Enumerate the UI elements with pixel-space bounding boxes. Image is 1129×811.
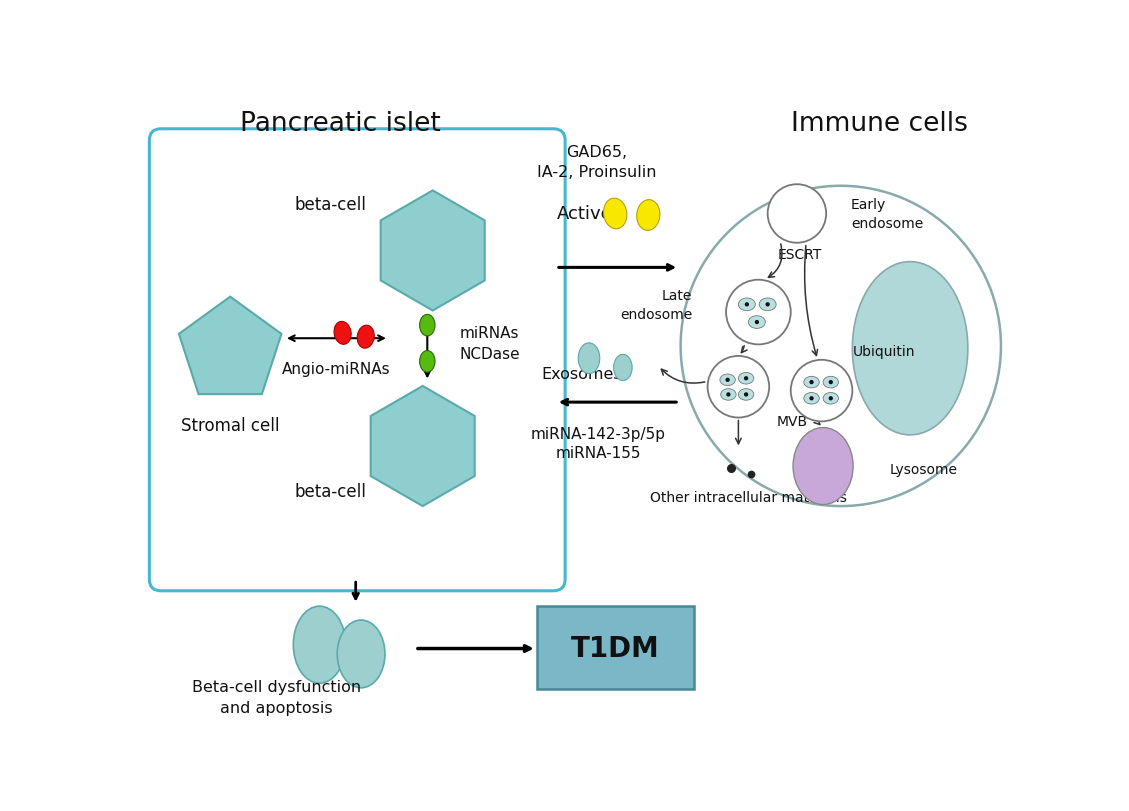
Ellipse shape — [793, 428, 854, 505]
Text: Late
endosome: Late endosome — [620, 289, 692, 321]
Text: beta-cell: beta-cell — [295, 482, 366, 500]
Text: Other intracellular materials: Other intracellular materials — [650, 490, 847, 504]
Ellipse shape — [294, 607, 345, 684]
Ellipse shape — [420, 315, 435, 337]
Circle shape — [790, 360, 852, 422]
Circle shape — [809, 397, 814, 401]
Ellipse shape — [614, 355, 632, 381]
Ellipse shape — [578, 343, 599, 374]
Circle shape — [829, 397, 833, 401]
Ellipse shape — [738, 298, 755, 311]
Text: MVB: MVB — [777, 415, 808, 429]
Circle shape — [726, 281, 790, 345]
Ellipse shape — [720, 389, 736, 401]
Ellipse shape — [738, 373, 754, 384]
Text: miRNA-142-3p/5p
miRNA-155: miRNA-142-3p/5p miRNA-155 — [531, 426, 666, 461]
Text: Stromal cell: Stromal cell — [181, 417, 280, 435]
Text: Ubiquitin: Ubiquitin — [852, 344, 914, 358]
Text: GAD65,
IA-2, Proinsulin: GAD65, IA-2, Proinsulin — [537, 144, 656, 179]
Text: Active: Active — [557, 205, 612, 223]
Ellipse shape — [720, 375, 735, 386]
Ellipse shape — [804, 393, 820, 405]
Circle shape — [768, 185, 826, 243]
Circle shape — [744, 393, 749, 397]
Circle shape — [809, 380, 814, 384]
Ellipse shape — [804, 377, 820, 388]
Ellipse shape — [749, 316, 765, 329]
Ellipse shape — [338, 620, 385, 688]
Circle shape — [726, 393, 730, 397]
Text: ESCRT: ESCRT — [778, 247, 822, 261]
Ellipse shape — [823, 377, 839, 388]
Circle shape — [765, 303, 770, 307]
Ellipse shape — [759, 298, 776, 311]
Polygon shape — [178, 298, 281, 395]
Circle shape — [745, 303, 749, 307]
Ellipse shape — [357, 326, 374, 349]
Ellipse shape — [420, 351, 435, 372]
Circle shape — [754, 320, 759, 324]
Text: Early
endosome: Early endosome — [851, 198, 924, 230]
Circle shape — [708, 357, 769, 418]
Polygon shape — [380, 191, 484, 311]
Ellipse shape — [637, 200, 659, 231]
Text: beta-cell: beta-cell — [295, 196, 366, 214]
Circle shape — [744, 376, 749, 381]
Polygon shape — [370, 387, 474, 506]
Text: Immune cells: Immune cells — [790, 110, 968, 136]
Text: Lysosome: Lysosome — [890, 462, 957, 477]
Ellipse shape — [738, 389, 754, 401]
Text: miRNAs
NCDase: miRNAs NCDase — [460, 325, 520, 362]
Circle shape — [726, 378, 729, 383]
Ellipse shape — [334, 322, 351, 345]
Circle shape — [829, 380, 833, 384]
Text: Pancreatic islet: Pancreatic islet — [240, 110, 440, 136]
Ellipse shape — [604, 199, 627, 230]
Text: Beta-cell dysfunction
and apoptosis: Beta-cell dysfunction and apoptosis — [192, 679, 361, 715]
Text: Exosomes: Exosomes — [541, 367, 622, 382]
Ellipse shape — [823, 393, 839, 405]
Ellipse shape — [852, 262, 968, 436]
Text: Angio-miRNAs: Angio-miRNAs — [282, 362, 391, 377]
Text: T1DM: T1DM — [571, 634, 659, 662]
FancyBboxPatch shape — [536, 607, 694, 689]
